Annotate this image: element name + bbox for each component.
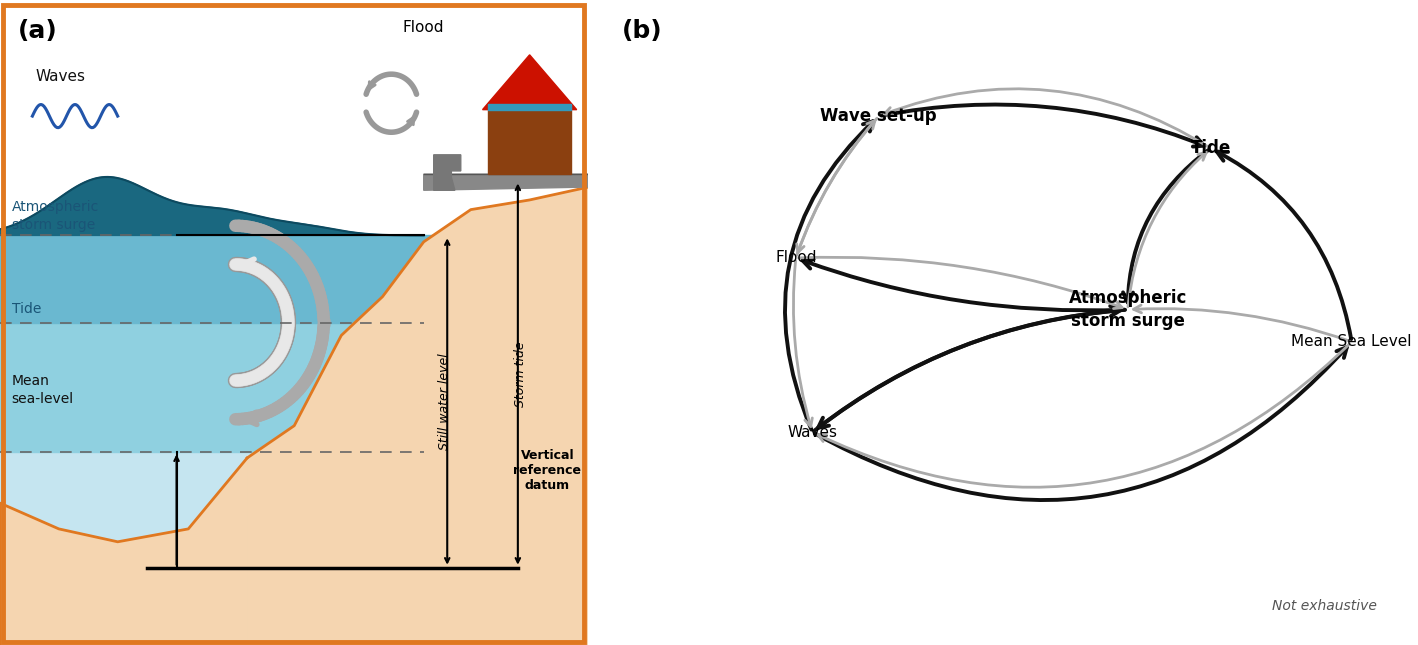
Text: Waves: Waves <box>787 424 838 440</box>
Polygon shape <box>488 104 571 110</box>
Polygon shape <box>247 187 588 645</box>
Text: Not exhaustive: Not exhaustive <box>1272 599 1377 613</box>
Text: Still water level: Still water level <box>438 353 451 450</box>
Text: Flood: Flood <box>776 250 817 266</box>
Text: Waves: Waves <box>35 68 85 84</box>
Polygon shape <box>0 458 247 645</box>
Polygon shape <box>0 322 588 452</box>
Text: (b): (b) <box>621 19 662 43</box>
Text: Vertical
reference
datum: Vertical reference datum <box>513 450 581 492</box>
Polygon shape <box>488 110 571 174</box>
Text: Wave set-up: Wave set-up <box>821 107 937 125</box>
Polygon shape <box>0 235 588 322</box>
Text: Wave set-up: Wave set-up <box>218 168 320 184</box>
Text: (a): (a) <box>17 19 57 43</box>
Polygon shape <box>434 155 461 190</box>
Polygon shape <box>424 174 588 190</box>
Text: Atmospheric
storm surge: Atmospheric storm surge <box>1069 290 1187 330</box>
Text: Tide: Tide <box>11 302 41 316</box>
Text: Storm tide: Storm tide <box>515 341 527 407</box>
Text: Flood: Flood <box>403 20 444 35</box>
Text: Mean Sea Level: Mean Sea Level <box>1292 334 1412 350</box>
Text: Atmospheric
storm surge: Atmospheric storm surge <box>11 199 99 232</box>
Text: Mean
sea-level: Mean sea-level <box>11 373 74 406</box>
Text: Tide: Tide <box>1191 139 1231 157</box>
Polygon shape <box>0 451 588 645</box>
Polygon shape <box>482 55 577 110</box>
Polygon shape <box>0 177 424 235</box>
